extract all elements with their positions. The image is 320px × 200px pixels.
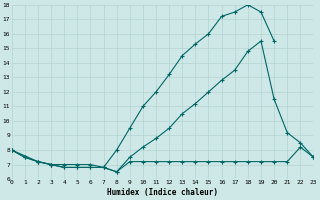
X-axis label: Humidex (Indice chaleur): Humidex (Indice chaleur) (107, 188, 218, 197)
